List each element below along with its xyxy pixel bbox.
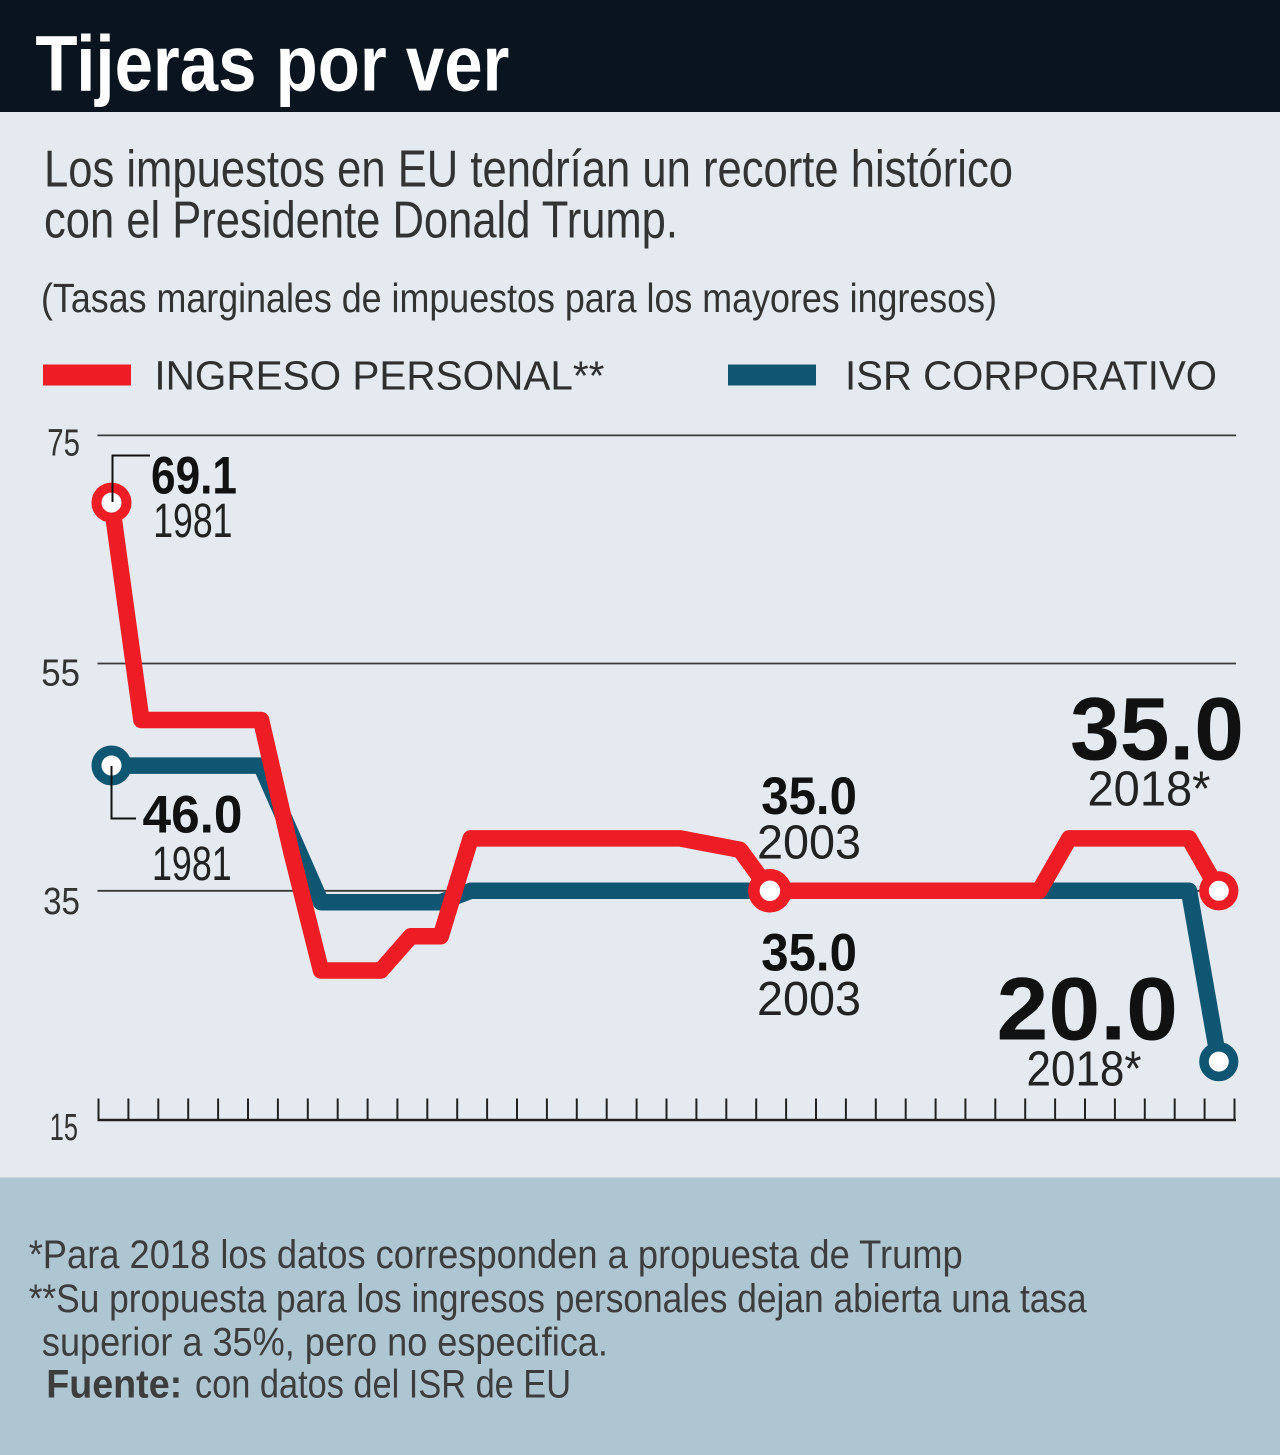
svg-text:35.0: 35.0 (761, 924, 857, 983)
svg-text:**Su propuesta para los ingres: **Su propuesta para los ingresos persona… (29, 1277, 1088, 1321)
svg-text:2018*: 2018* (1027, 1043, 1142, 1097)
svg-text:55: 55 (41, 653, 80, 695)
svg-text:con el Presidente Donald Trump: con el Presidente Donald Trump. (44, 191, 678, 249)
svg-text:2003: 2003 (757, 973, 861, 1026)
svg-text:Tijeras por ver: Tijeras por ver (35, 18, 509, 107)
svg-text:46.0: 46.0 (143, 785, 243, 844)
svg-text:2003: 2003 (757, 816, 861, 869)
svg-text:69.1: 69.1 (151, 446, 237, 505)
svg-text:75: 75 (47, 423, 80, 465)
svg-text:con datos del ISR de EU: con datos del ISR de EU (195, 1363, 571, 1407)
svg-text:35.0: 35.0 (761, 767, 857, 826)
svg-text:(Tasas marginales de impuestos: (Tasas marginales de impuestos para los … (41, 275, 997, 321)
svg-text:ISR CORPORATIVO: ISR CORPORATIVO (845, 353, 1217, 399)
svg-text:15: 15 (50, 1107, 78, 1149)
svg-text:1981: 1981 (153, 495, 232, 548)
svg-text:35: 35 (43, 881, 80, 923)
svg-text:1981: 1981 (152, 838, 232, 891)
svg-text:20.0: 20.0 (997, 959, 1179, 1059)
svg-text:*Para 2018 los datos correspon: *Para 2018 los datos corresponden a prop… (29, 1233, 963, 1277)
svg-text:Los impuestos en EU tendrían u: Los impuestos en EU tendrían un recorte … (44, 141, 1013, 199)
svg-text:superior a 35%, pero no especi: superior a 35%, pero no especifica. (42, 1321, 608, 1365)
svg-text:2018*: 2018* (1088, 763, 1211, 817)
svg-text:35.0: 35.0 (1070, 679, 1244, 779)
svg-text:Fuente:: Fuente: (46, 1363, 182, 1407)
svg-text:INGRESO PERSONAL**: INGRESO PERSONAL** (154, 353, 604, 399)
